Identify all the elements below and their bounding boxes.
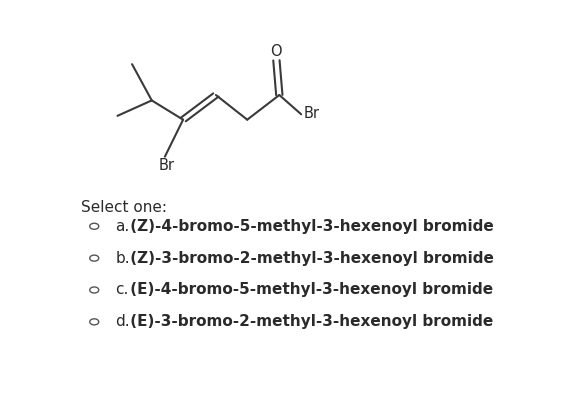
Text: d.: d. (116, 314, 130, 329)
Text: c.: c. (116, 282, 129, 297)
Text: b.: b. (116, 251, 130, 266)
Text: (Z)-3-bromo-2-methyl-3-hexenoyl bromide: (Z)-3-bromo-2-methyl-3-hexenoyl bromide (125, 251, 494, 266)
Text: Select one:: Select one: (81, 201, 167, 216)
Text: (E)-3-bromo-2-methyl-3-hexenoyl bromide: (E)-3-bromo-2-methyl-3-hexenoyl bromide (125, 314, 493, 329)
Text: (Z)-4-bromo-5-methyl-3-hexenoyl bromide: (Z)-4-bromo-5-methyl-3-hexenoyl bromide (125, 219, 494, 234)
Text: a.: a. (116, 219, 130, 234)
Text: Br: Br (303, 106, 320, 121)
Text: (E)-4-bromo-5-methyl-3-hexenoyl bromide: (E)-4-bromo-5-methyl-3-hexenoyl bromide (125, 282, 493, 297)
Text: O: O (271, 44, 282, 59)
Text: Br: Br (158, 158, 174, 173)
